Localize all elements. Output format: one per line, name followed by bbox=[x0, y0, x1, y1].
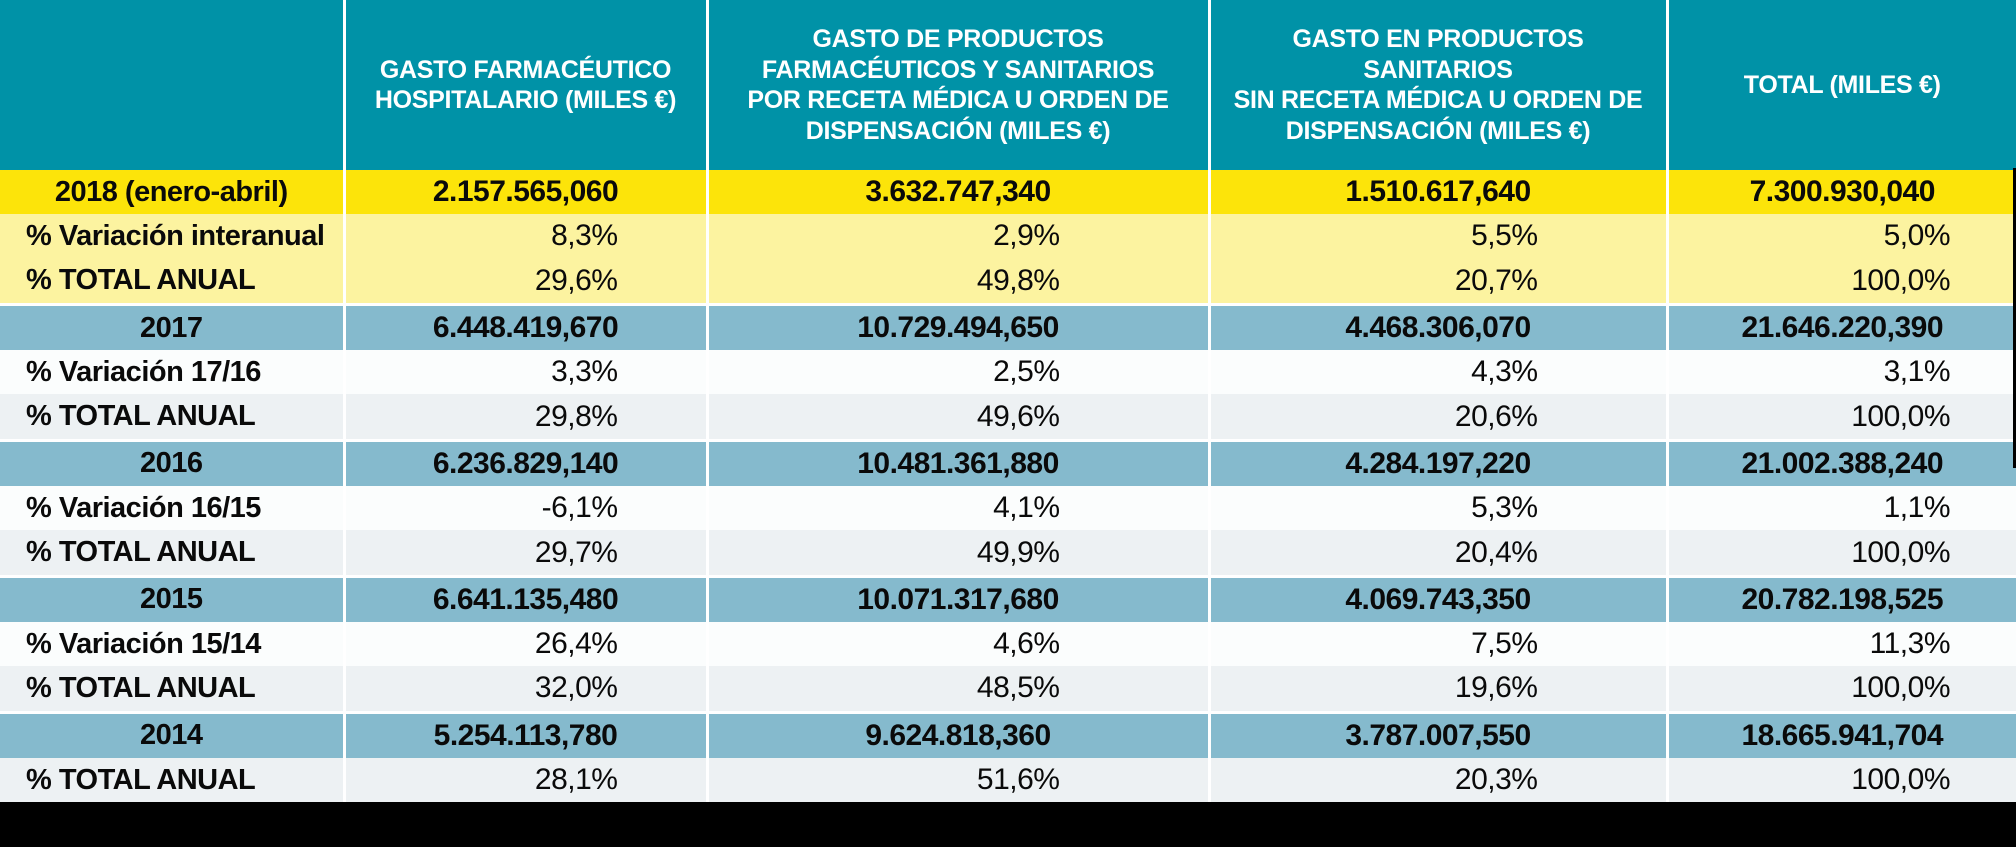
value-cell: 10.071.317,680 bbox=[705, 574, 1209, 622]
value-cell: 32,0% bbox=[342, 666, 707, 713]
value-cell: 48,5% bbox=[705, 666, 1209, 713]
value-cell: 2,9% bbox=[705, 214, 1209, 259]
row-label: 2017 bbox=[0, 302, 344, 351]
value-cell: 4,3% bbox=[1207, 350, 1667, 395]
col-header-nonprescription-products: GASTO EN PRODUCTOS SANITARIOS SIN RECETA… bbox=[1207, 0, 1667, 170]
value-cell: 7.300.930,040 bbox=[1665, 170, 2016, 215]
value-cell: 20,7% bbox=[1207, 258, 1667, 305]
value-cell: 100,0% bbox=[1665, 666, 2016, 713]
row-label: 2016 bbox=[0, 438, 344, 487]
value-cell: 49,6% bbox=[705, 394, 1209, 441]
percentage-row: % TOTAL ANUAL 32,0% 48,5% 19,6% 100,0% bbox=[0, 666, 2016, 713]
year-row: 2018 (enero-abril) 2.157.565,060 3.632.747… bbox=[0, 170, 2016, 215]
value-cell: 5,0% bbox=[1665, 214, 2016, 259]
value-cell: 19,6% bbox=[1207, 666, 1667, 713]
percentage-row: % Variación interanual 8,3% 2,9% 5,5% 5,0% bbox=[0, 214, 2016, 259]
value-cell: 4,6% bbox=[705, 621, 1209, 667]
value-cell: 4.468.306,070 bbox=[1207, 302, 1667, 351]
corner-cell bbox=[0, 0, 344, 170]
right-edge-artifact-line bbox=[2013, 168, 2016, 468]
value-cell: 4,1% bbox=[705, 486, 1209, 531]
value-cell: 9.624.818,360 bbox=[705, 710, 1209, 758]
header-row: GASTO FARMACÉUTICO HOSPITALARIO (MILES €… bbox=[0, 0, 2016, 170]
bottom-black-bar bbox=[0, 802, 2016, 847]
value-cell: 29,8% bbox=[342, 394, 707, 441]
year-row: 2015 6.641.135,480 10.071.317,680 4.069.743… bbox=[0, 574, 2016, 622]
value-cell: 100,0% bbox=[1665, 394, 2016, 441]
row-label: % Variación 17/16 bbox=[0, 350, 344, 395]
year-row: 2016 6.236.829,140 10.481.361,880 4.284.197… bbox=[0, 438, 2016, 487]
percentage-row: % TOTAL ANUAL 29,8% 49,6% 20,6% 100,0% bbox=[0, 394, 2016, 441]
value-cell: 5,5% bbox=[1207, 214, 1667, 259]
expense-table: GASTO FARMACÉUTICO HOSPITALARIO (MILES €… bbox=[0, 0, 2016, 803]
value-cell: 6.236.829,140 bbox=[342, 438, 707, 487]
value-cell: 21.002.388,240 bbox=[1665, 438, 2016, 487]
value-cell: 51,6% bbox=[705, 757, 1209, 803]
value-cell: -6,1% bbox=[342, 486, 707, 531]
row-label: % Variación 16/15 bbox=[0, 486, 344, 531]
value-cell: 49,9% bbox=[705, 530, 1209, 577]
year-row: 2017 6.448.419,670 10.729.494,650 4.468.306… bbox=[0, 302, 2016, 351]
value-cell: 3,3% bbox=[342, 350, 707, 395]
value-cell: 7,5% bbox=[1207, 621, 1667, 667]
row-label: % Variación 15/14 bbox=[0, 621, 344, 667]
value-cell: 100,0% bbox=[1665, 757, 2016, 803]
value-cell: 3.787.007,550 bbox=[1207, 710, 1667, 758]
value-cell: 20,3% bbox=[1207, 757, 1667, 803]
value-cell: 29,6% bbox=[342, 258, 707, 305]
value-cell: 2,5% bbox=[705, 350, 1209, 395]
value-cell: 5,3% bbox=[1207, 486, 1667, 531]
year-row: 2014 5.254.113,780 9.624.818,360 3.787.007,… bbox=[0, 710, 2016, 758]
row-label: % TOTAL ANUAL bbox=[0, 757, 344, 803]
value-cell: 100,0% bbox=[1665, 530, 2016, 577]
value-cell: 1,1% bbox=[1665, 486, 2016, 531]
value-cell: 4.284.197,220 bbox=[1207, 438, 1667, 487]
percentage-row: % Variación 16/15 -6,1% 4,1% 5,3% 1,1% bbox=[0, 486, 2016, 531]
value-cell: 26,4% bbox=[342, 621, 707, 667]
value-cell: 29,7% bbox=[342, 530, 707, 577]
row-label: % TOTAL ANUAL bbox=[0, 666, 344, 713]
value-cell: 10.729.494,650 bbox=[705, 302, 1209, 351]
value-cell: 10.481.361,880 bbox=[705, 438, 1209, 487]
row-label: 2015 bbox=[0, 574, 344, 622]
row-label: % TOTAL ANUAL bbox=[0, 394, 344, 441]
percentage-row: % Variación 17/16 3,3% 2,5% 4,3% 3,1% bbox=[0, 350, 2016, 395]
col-header-prescription-products: GASTO DE PRODUCTOS FARMACÉUTICOS Y SANIT… bbox=[705, 0, 1209, 170]
value-cell: 21.646.220,390 bbox=[1665, 302, 2016, 351]
value-cell: 100,0% bbox=[1665, 258, 2016, 305]
value-cell: 5.254.113,780 bbox=[342, 710, 707, 758]
value-cell: 49,8% bbox=[705, 258, 1209, 305]
value-cell: 6.641.135,480 bbox=[342, 574, 707, 622]
percentage-row: % TOTAL ANUAL 29,7% 49,9% 20,4% 100,0% bbox=[0, 530, 2016, 577]
value-cell: 20,6% bbox=[1207, 394, 1667, 441]
row-label: % TOTAL ANUAL bbox=[0, 530, 344, 577]
col-header-total: TOTAL (MILES €) bbox=[1665, 0, 2016, 170]
row-label: 2014 bbox=[0, 710, 344, 758]
col-header-hospital-pharma: GASTO FARMACÉUTICO HOSPITALARIO (MILES €… bbox=[342, 0, 707, 170]
row-label: 2018 (enero-abril) bbox=[0, 170, 344, 215]
percentage-row: % TOTAL ANUAL 29,6% 49,8% 20,7% 100,0% bbox=[0, 258, 2016, 305]
row-label: % TOTAL ANUAL bbox=[0, 258, 344, 305]
percentage-row: % Variación 15/14 26,4% 4,6% 7,5% 11,3% bbox=[0, 621, 2016, 667]
value-cell: 4.069.743,350 bbox=[1207, 574, 1667, 622]
value-cell: 6.448.419,670 bbox=[342, 302, 707, 351]
value-cell: 1.510.617,640 bbox=[1207, 170, 1667, 215]
value-cell: 3.632.747,340 bbox=[705, 170, 1209, 215]
value-cell: 11,3% bbox=[1665, 621, 2016, 667]
value-cell: 28,1% bbox=[342, 757, 707, 803]
value-cell: 2.157.565,060 bbox=[342, 170, 707, 215]
percentage-row: % TOTAL ANUAL 28,1% 51,6% 20,3% 100,0% bbox=[0, 757, 2016, 803]
value-cell: 20,4% bbox=[1207, 530, 1667, 577]
row-label: % Variación interanual bbox=[0, 214, 344, 259]
value-cell: 8,3% bbox=[342, 214, 707, 259]
value-cell: 20.782.198,525 bbox=[1665, 574, 2016, 622]
value-cell: 18.665.941,704 bbox=[1665, 710, 2016, 758]
value-cell: 3,1% bbox=[1665, 350, 2016, 395]
